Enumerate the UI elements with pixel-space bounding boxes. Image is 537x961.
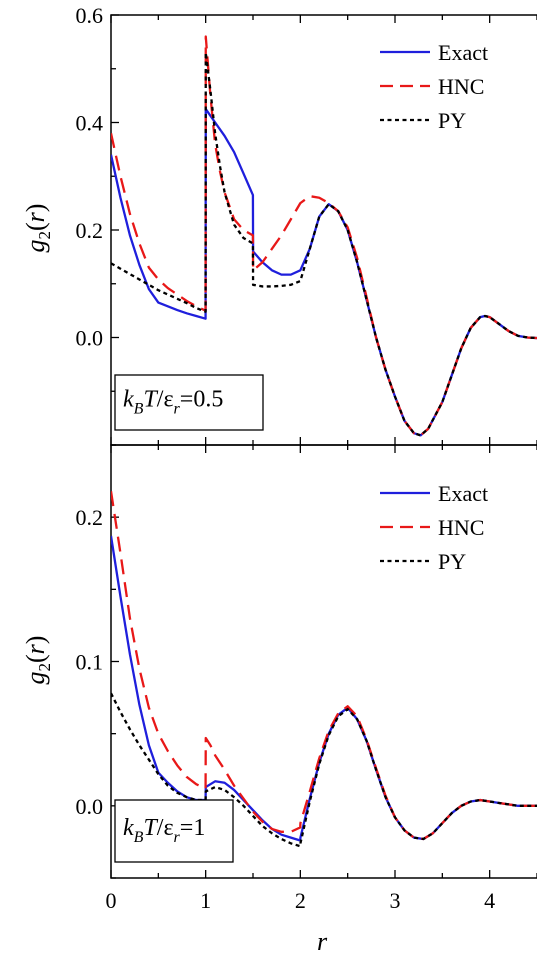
series-line-py (111, 51, 537, 437)
series-line-hnc (111, 491, 537, 841)
panel-top: 0.0 0.2 0.4 0.6 g2(r) Exact HNC PY kBT/εr=0.5 (21, 3, 537, 446)
x-axis-title: r (317, 927, 328, 956)
parameter-box (114, 374, 264, 431)
parameter-label: kBT/εr=1 (123, 815, 205, 846)
y-tick-label: 0.6 (76, 3, 104, 28)
y-tick-label: 0.0 (76, 794, 104, 819)
y-axis-title: g2(r) (21, 636, 54, 685)
y-tick-label: 0.2 (76, 505, 104, 530)
series-line-exact (111, 535, 537, 842)
x-tick-label: 1 (200, 888, 211, 913)
y-tick-label: 0.1 (76, 650, 104, 675)
legend-label-hnc: HNC (438, 515, 484, 540)
x-tick-label: 0 (106, 888, 117, 913)
parameter-label: kBT/εr=0.5 (123, 387, 223, 418)
y-tick-label: 0.0 (76, 326, 104, 351)
y-axis-title: g2(r) (21, 204, 54, 253)
legend-label-py: PY (438, 108, 466, 133)
panel-bottom: 0 1 2 3 4 0.0 0.1 0.2 g2(r) Exact HNC PY kBT/εr=1 (21, 444, 537, 913)
x-tick-label: 3 (390, 888, 401, 913)
legend-label-exact: Exact (438, 481, 488, 506)
legend-label-py: PY (438, 549, 466, 574)
y-tick-label: 0.4 (76, 111, 104, 136)
series-line-py (111, 692, 537, 848)
legend-label-hnc: HNC (438, 74, 484, 99)
series-line-hnc (111, 35, 537, 437)
x-tick-label: 4 (484, 888, 495, 913)
x-tick-label: 2 (295, 888, 306, 913)
y-tick-label: 0.2 (76, 218, 104, 243)
parameter-box (114, 799, 234, 863)
legend-label-exact: Exact (438, 40, 488, 65)
